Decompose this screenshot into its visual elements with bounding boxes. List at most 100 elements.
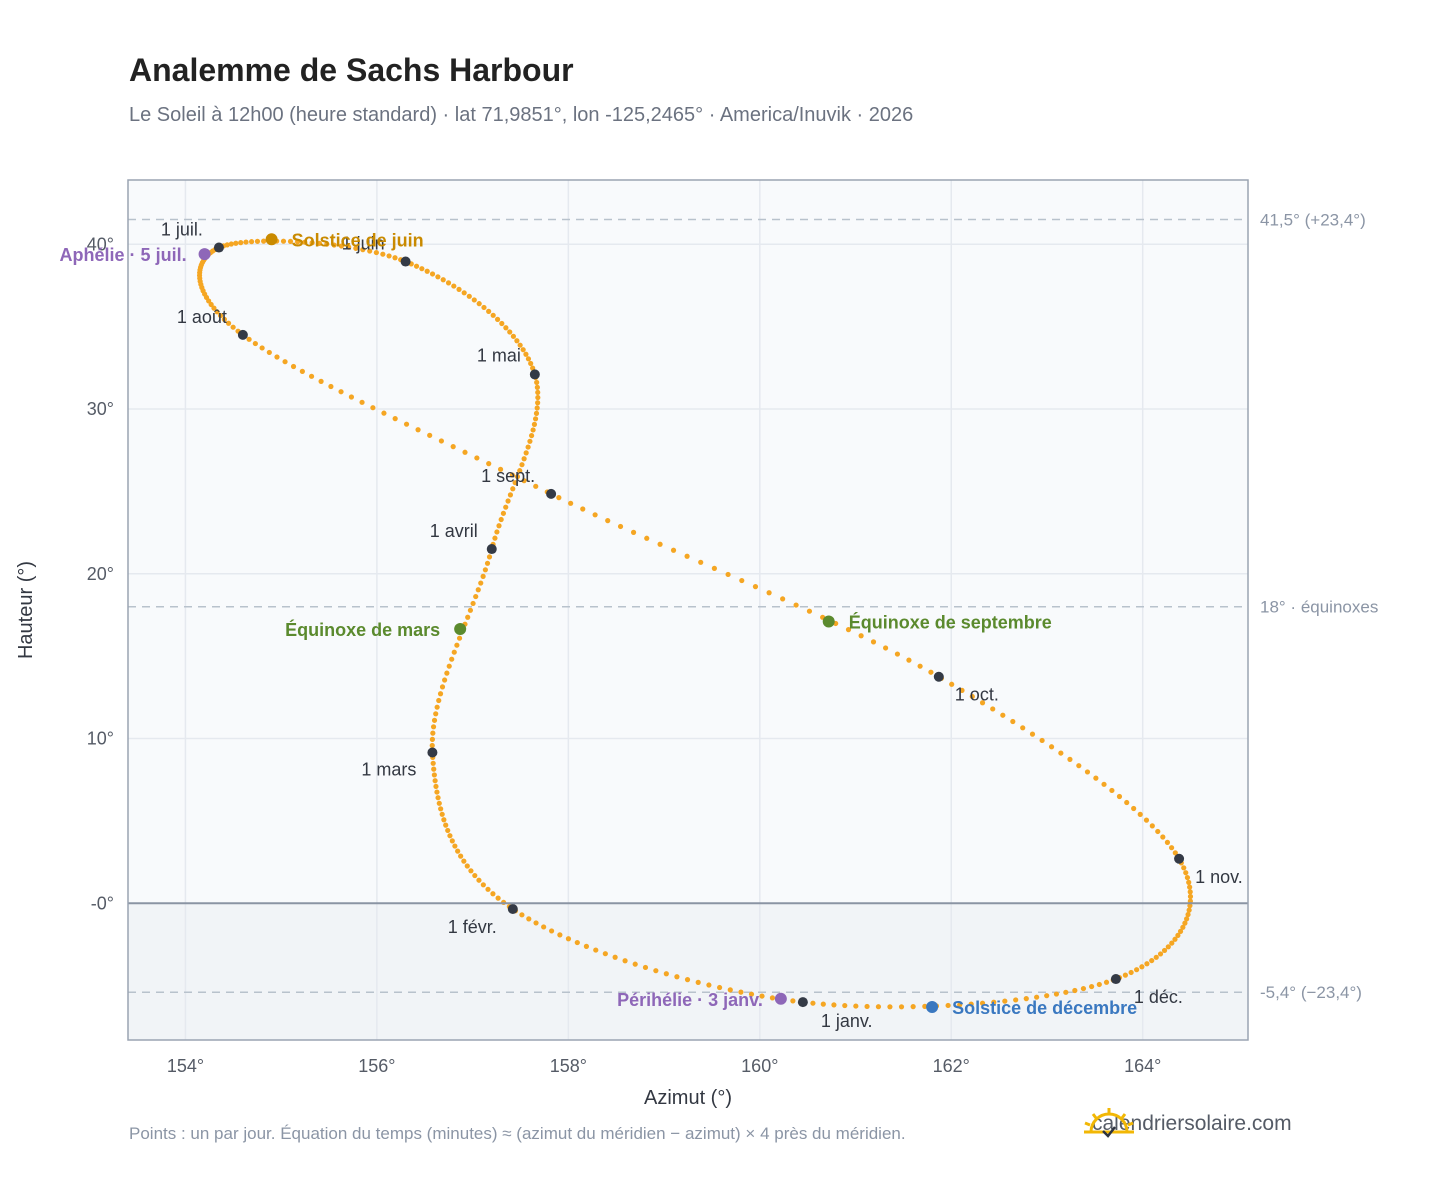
event-point <box>926 1001 939 1014</box>
daily-point <box>1155 828 1161 835</box>
daily-point <box>727 987 733 993</box>
daily-point <box>657 541 663 547</box>
below-horizon-area <box>128 903 1248 1040</box>
daily-point <box>208 301 214 308</box>
axes: 154° 156° 158° 160° 162° 164°-0°10°20°30°40°A… <box>15 179 1249 1109</box>
month-point <box>529 369 540 380</box>
daily-point <box>217 312 224 319</box>
daily-point <box>430 730 436 736</box>
daily-point <box>670 547 677 553</box>
daily-point <box>790 998 796 1004</box>
daily-point <box>698 559 704 565</box>
daily-point <box>523 450 529 456</box>
daily-point <box>887 1004 893 1010</box>
daily-point <box>1020 725 1026 731</box>
daily-point <box>431 766 437 772</box>
daily-point <box>480 573 486 579</box>
daily-point <box>252 340 258 347</box>
daily-point <box>532 416 539 422</box>
daily-point <box>474 455 480 461</box>
daily-point <box>490 312 496 318</box>
reference-label: 18° · équinoxes <box>1260 598 1378 617</box>
daily-point <box>1186 879 1192 885</box>
daily-point <box>261 238 267 244</box>
brand[interactable]: calendriersolaire.com <box>1082 1106 1292 1142</box>
daily-point <box>870 639 877 645</box>
daily-point <box>1063 989 1069 995</box>
daily-point <box>605 518 611 524</box>
y-tick-label: -0° <box>91 893 114 913</box>
daily-point <box>438 806 444 812</box>
event-point <box>774 992 787 1005</box>
daily-point <box>419 266 425 272</box>
daily-point <box>1164 839 1171 845</box>
daily-point <box>1013 997 1019 1003</box>
daily-point <box>533 920 539 926</box>
daily-point <box>492 535 498 541</box>
daily-point <box>431 717 438 723</box>
daily-point <box>429 736 435 742</box>
daily-point <box>413 263 420 269</box>
month-label: 1 févr. <box>448 917 497 937</box>
daily-point <box>403 421 410 427</box>
y-tick-label: 40° <box>87 234 114 254</box>
daily-point <box>910 1004 916 1010</box>
daily-point <box>1144 961 1150 967</box>
daily-point <box>1116 793 1123 800</box>
daily-point <box>1072 987 1078 994</box>
daily-point <box>466 293 472 299</box>
daily-point <box>1023 996 1029 1002</box>
daily-point <box>496 523 502 529</box>
daily-point <box>1183 870 1189 876</box>
daily-point <box>490 891 496 897</box>
daily-point <box>470 600 476 607</box>
daily-point <box>503 504 509 510</box>
daily-point <box>449 656 455 662</box>
daily-point <box>894 651 901 657</box>
daily-point <box>1186 907 1192 913</box>
month-point <box>797 997 808 1008</box>
daily-point <box>484 560 491 566</box>
footnote: Points : un par jour. Équation du temps … <box>129 1124 906 1143</box>
daily-point <box>528 432 535 439</box>
daily-point <box>429 742 435 749</box>
daily-point <box>346 244 352 250</box>
event-label: Solstice de décembre <box>952 998 1137 1018</box>
month-point <box>546 488 557 499</box>
daily-point <box>486 308 492 314</box>
month-label: 1 janv. <box>821 1011 873 1031</box>
daily-point <box>1172 936 1178 942</box>
daily-point <box>433 783 439 790</box>
daily-point <box>556 495 562 501</box>
daily-point <box>507 492 514 498</box>
daily-point <box>458 853 464 859</box>
daily-point <box>440 277 446 283</box>
daily-point <box>1149 823 1155 829</box>
daily-point <box>282 359 288 365</box>
daily-point <box>415 427 421 433</box>
daily-point <box>497 466 504 472</box>
daily-point <box>780 596 786 602</box>
daily-point <box>392 255 398 261</box>
daily-point <box>254 238 261 244</box>
daily-point <box>1177 928 1184 934</box>
daily-point <box>248 239 255 245</box>
daily-point <box>766 590 772 596</box>
daily-point <box>476 877 482 883</box>
month-point <box>1110 974 1121 985</box>
daily-point <box>467 607 474 613</box>
reference-lines: 41,5° (+23,4°) 18° · équinoxes -5,4° (−23,… <box>128 211 1378 1002</box>
daily-point <box>593 947 599 953</box>
daily-point <box>507 329 513 335</box>
daily-point <box>1131 805 1137 812</box>
event-label: Solstice de juin <box>292 230 424 250</box>
daily-point <box>922 1003 928 1009</box>
daily-point <box>295 239 301 245</box>
daily-point <box>1153 954 1159 960</box>
daily-point <box>1182 920 1188 926</box>
daily-point <box>769 995 776 1001</box>
daily-point <box>991 999 997 1005</box>
daily-point <box>228 241 234 247</box>
daily-point <box>430 760 436 766</box>
